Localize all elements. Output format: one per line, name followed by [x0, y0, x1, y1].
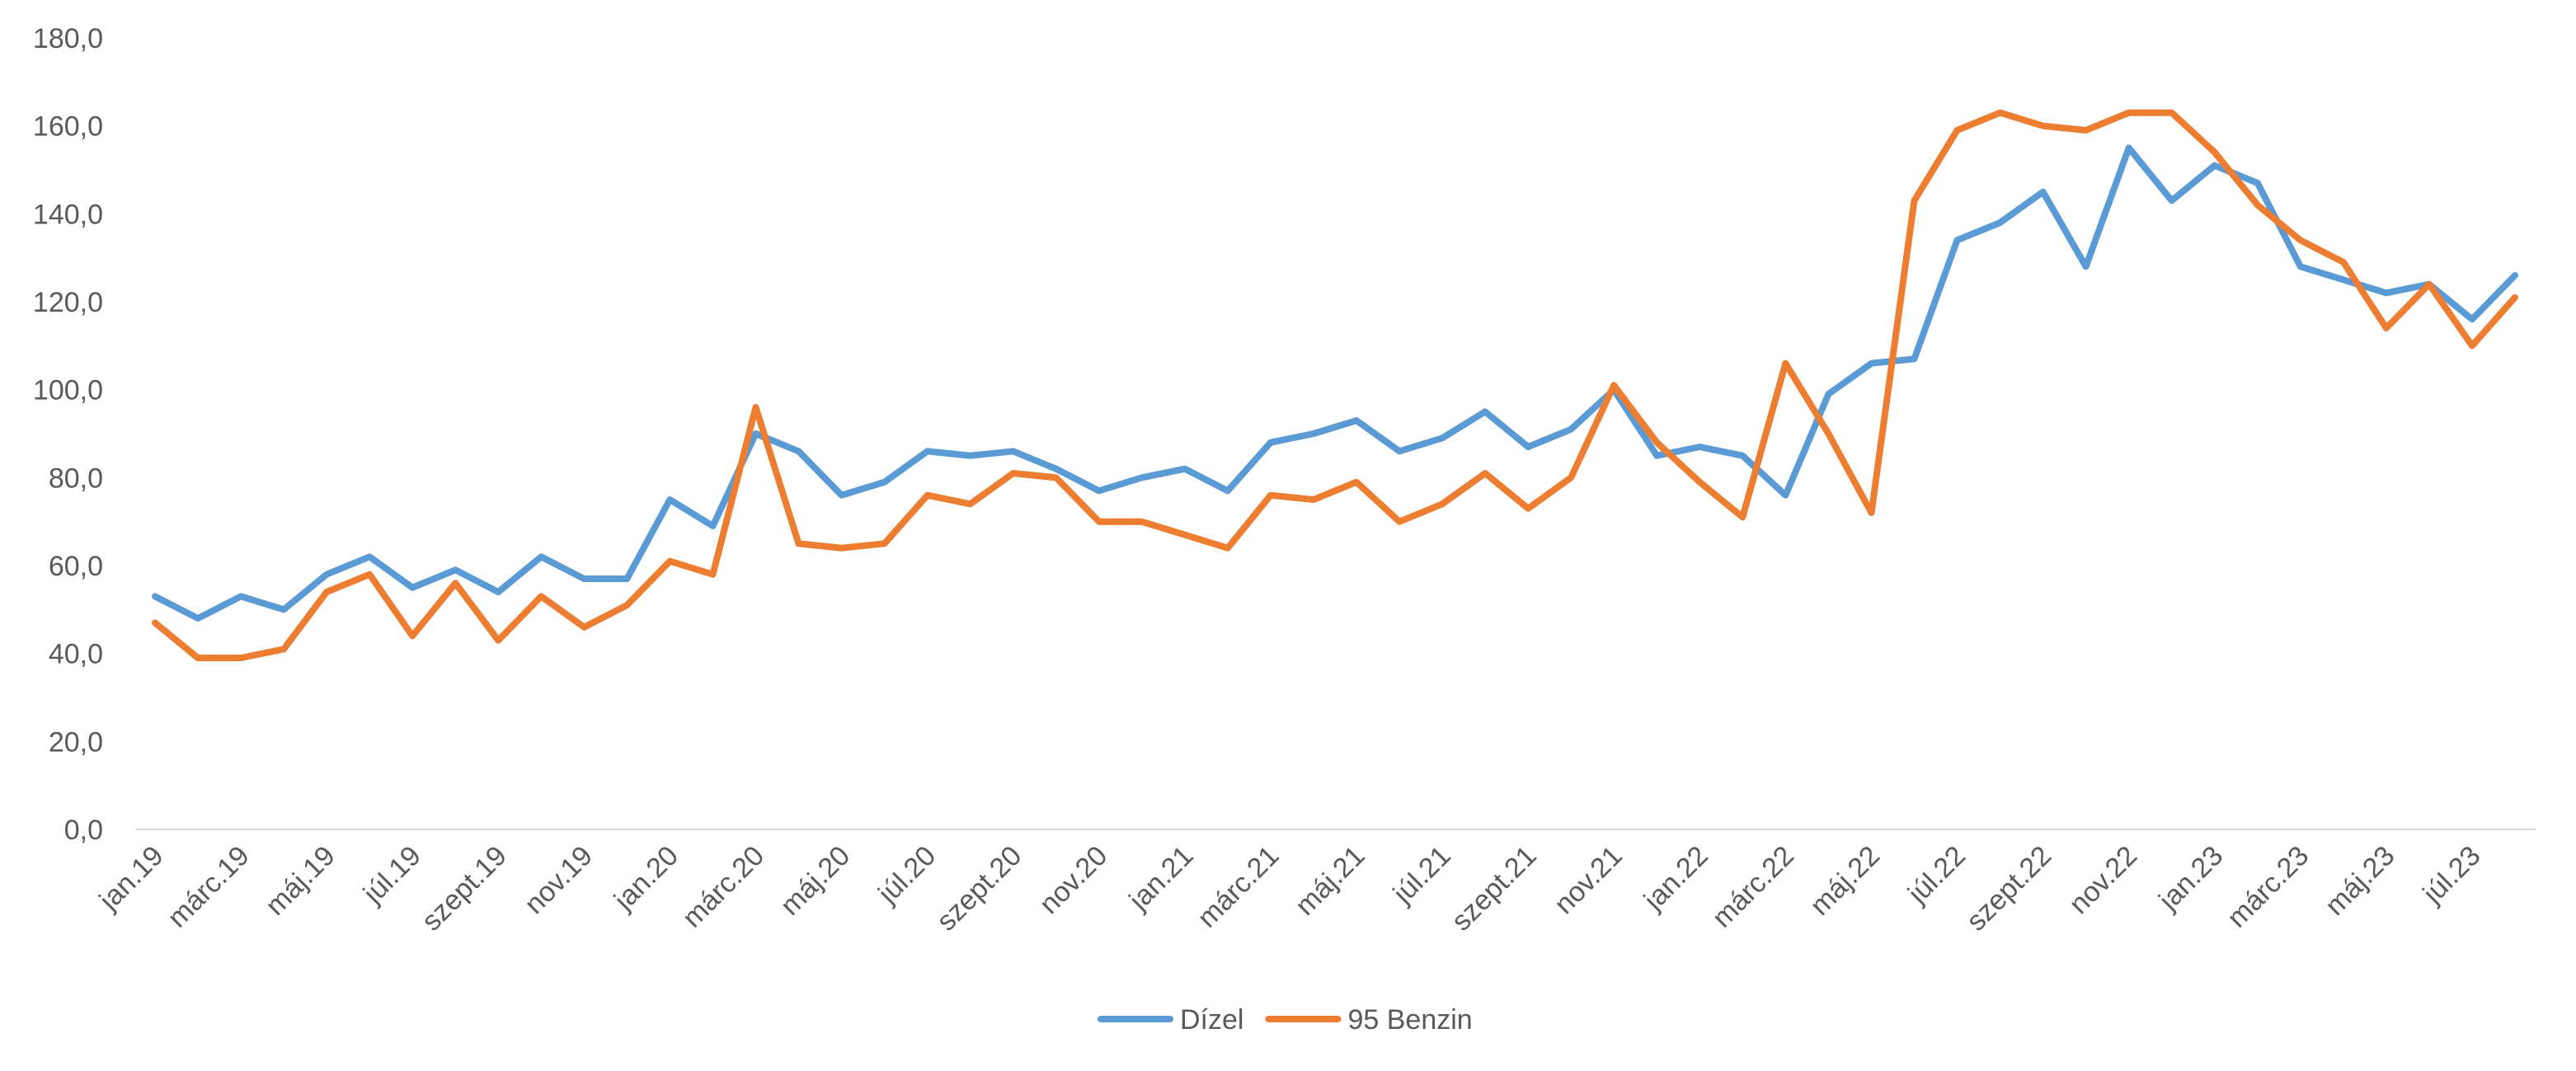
x-tick-label: máj.20 [774, 840, 856, 922]
x-tick-label: szept.19 [416, 840, 513, 937]
y-tick-label: 100,0 [33, 375, 103, 406]
y-tick-label: 80,0 [49, 463, 103, 494]
x-tick-label: júl.21 [1387, 840, 1457, 910]
x-tick-label: júl.19 [357, 840, 427, 910]
y-tick-label: 140,0 [33, 199, 103, 230]
x-tick-label: nov.22 [2063, 840, 2143, 920]
x-tick-label: márc.23 [2221, 840, 2315, 934]
series-line-1 [152, 109, 2518, 661]
series-line-0 [152, 144, 2518, 622]
x-tick-label: szept.22 [1961, 840, 2058, 937]
x-tick-label: júl.20 [872, 840, 942, 910]
y-tick-label: 0,0 [64, 815, 103, 846]
y-tick-label: 180,0 [33, 23, 103, 54]
x-tick-label: nov.19 [519, 840, 599, 920]
series-lines [152, 109, 2518, 661]
x-tick-label: márc.22 [1706, 840, 1800, 934]
x-tick-label: nov.20 [1033, 840, 1113, 920]
x-tick-label: jan.21 [1122, 840, 1199, 917]
y-tick-label: 160,0 [33, 111, 103, 143]
x-tick-label: nov.21 [1549, 840, 1629, 920]
y-tick-label: 60,0 [49, 551, 103, 582]
legend-label-1: 95 Benzin [1347, 1004, 1472, 1036]
x-tick-label: jan.20 [608, 840, 684, 917]
x-tick-label: jan.23 [2152, 840, 2229, 917]
legend-label-0: Dízel [1180, 1004, 1243, 1036]
y-tick-label: 40,0 [49, 639, 103, 670]
x-tick-label: szept.21 [1445, 840, 1543, 937]
x-tick-label: jan.19 [93, 840, 170, 917]
x-tick-label: máj.22 [1804, 840, 1886, 922]
x-tick-label: márc.19 [162, 840, 256, 934]
x-tick-label: márc.20 [676, 840, 770, 934]
x-tick-label: máj.23 [2320, 840, 2401, 922]
x-tick-label: júl.23 [2417, 840, 2487, 910]
legend: Dízel 95 Benzin [1098, 1004, 1473, 1036]
y-tick-label: 20,0 [49, 726, 103, 758]
x-tick-label: jan.22 [1638, 840, 1714, 917]
x-tick-label: márc.21 [1192, 840, 1286, 934]
x-tick-label: máj.21 [1290, 840, 1371, 922]
x-tick-label: júl.22 [1901, 840, 1972, 910]
y-axis-ticks: 0,0 20,0 40,0 60,0 80,0 100,0 120,0 140,0 160,0 1… [33, 23, 103, 846]
x-tick-label: szept.20 [931, 840, 1028, 937]
y-tick-label: 120,0 [33, 287, 103, 318]
x-tick-label: máj.19 [260, 840, 341, 922]
